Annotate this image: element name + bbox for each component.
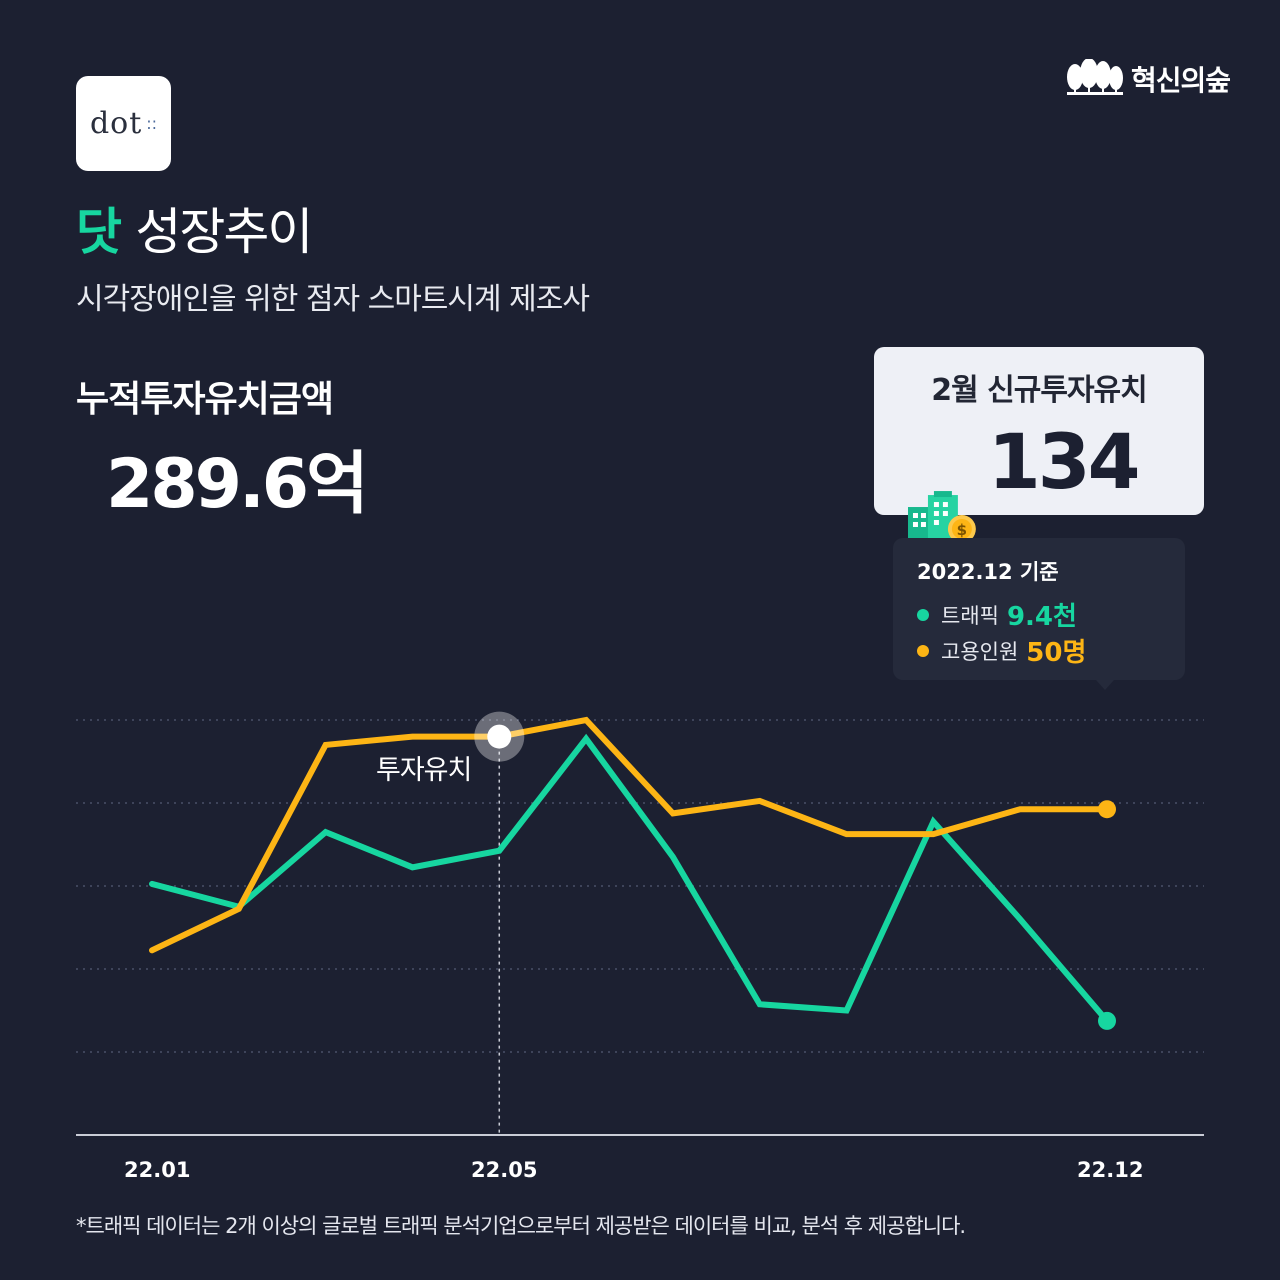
traffic-value: 9.4천 (1006, 602, 1077, 632)
x-tick-label: 22.05 (471, 1158, 538, 1182)
forest-icon (1066, 59, 1123, 95)
employees-value: 50명 (1026, 638, 1087, 668)
x-tick-label: 22.01 (124, 1158, 191, 1182)
title-company: 닷 (76, 203, 122, 261)
company-logo: dot :: (76, 76, 171, 171)
logo-text: dot (89, 106, 143, 141)
page-title: 닷 성장추이 (76, 192, 313, 264)
investment-annotation-label: 투자유치 (376, 755, 472, 786)
cumulative-value: 289.6억 (106, 445, 369, 524)
tooltip-arrow (1096, 680, 1114, 690)
traffic-label: 트래픽 (941, 603, 999, 628)
traffic-legend-dot (917, 608, 929, 621)
tooltip-date: 2022.12 기준 (917, 560, 1059, 584)
traffic-end-point (1098, 1011, 1116, 1030)
page-subtitle: 시각장애인을 위한 점자 스마트시계 제조사 (76, 282, 590, 317)
traffic-series-line (149, 733, 1110, 1024)
employees-series-line (149, 716, 1110, 954)
title-text: 성장추이 (135, 203, 313, 261)
svg-text:$: $ (957, 520, 967, 538)
tooltip-traffic-row: 트래픽 9.4천 (917, 596, 1077, 633)
x-tick-label: 22.12 (1077, 1158, 1144, 1182)
new-investment-label: 2월 신규투자유치 (931, 373, 1148, 408)
latest-stats-tooltip: 2022.12 기준 트래픽 9.4천 고용인원 50명 (893, 538, 1185, 680)
cumulative-label: 누적투자유치금액 (76, 379, 334, 420)
employees-legend-dot (917, 644, 929, 657)
tooltip-employees-row: 고용인원 50명 (917, 632, 1086, 669)
brand-name: 혁신의숲 (1130, 64, 1231, 97)
annotation-marker (487, 724, 512, 749)
employees-end-point (1098, 800, 1116, 819)
logo-dots: :: (146, 114, 158, 133)
new-investment-card: 2월 신규투자유치 $ 134억 (874, 347, 1204, 612)
employees-label: 고용인원 (941, 639, 1019, 664)
footnote: *트래픽 데이터는 2개 이상의 글로벌 트래픽 분석기업으로부터 제공받은 데… (76, 1214, 966, 1238)
brand-logo: 혁신의숲 (1065, 58, 1231, 100)
